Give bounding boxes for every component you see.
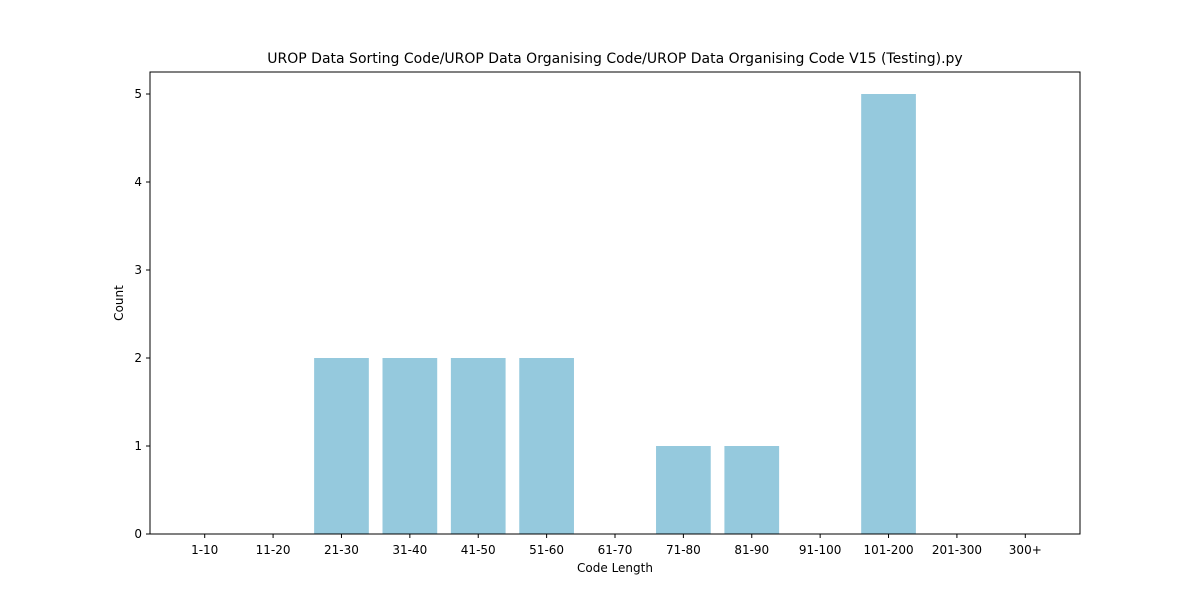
x-axis-label: Code Length <box>577 561 653 575</box>
bars-group <box>314 94 916 534</box>
y-tick-label: 0 <box>134 527 142 541</box>
x-tick-label: 21-30 <box>324 543 359 557</box>
x-tick-label: 71-80 <box>666 543 701 557</box>
x-ticks-group: 1-10 11-20 21-30 31-40 41-50 51-60 61-70 71-80 8… <box>191 534 1042 557</box>
y-axis-label: Count <box>112 285 126 321</box>
x-tick-label: 1-10 <box>191 543 218 557</box>
x-tick-label: 51-60 <box>529 543 564 557</box>
x-tick-label: 81-90 <box>734 543 769 557</box>
bar-81-90 <box>724 446 780 534</box>
bar-101-200 <box>861 94 916 534</box>
plot-frame <box>149 71 1081 535</box>
x-tick-label: 201-300 <box>932 543 982 557</box>
x-tick-label: 61-70 <box>598 543 633 557</box>
x-tick-label: 31-40 <box>392 543 427 557</box>
y-tick-label: 2 <box>134 351 142 365</box>
chart-title: UROP Data Sorting Code/UROP Data Organis… <box>267 51 962 67</box>
bar-71-80 <box>656 446 711 534</box>
bar-21-30 <box>314 358 369 534</box>
y-ticks-group: 0 1 2 3 4 5 <box>134 87 150 541</box>
bar-41-50 <box>450 358 506 534</box>
y-tick-label: 5 <box>134 87 142 101</box>
x-tick-label: 101-200 <box>863 543 913 557</box>
x-tick-label: 41-50 <box>461 543 496 557</box>
x-tick-label: 11-20 <box>256 543 291 557</box>
bar-51-60 <box>519 358 574 534</box>
y-tick-label: 4 <box>134 175 142 189</box>
y-tick-label: 3 <box>134 263 142 277</box>
x-tick-label: 300+ <box>1009 543 1042 557</box>
y-tick-label: 1 <box>134 439 142 453</box>
x-tick-label: 91-100 <box>799 543 842 557</box>
bar-31-40 <box>382 358 438 534</box>
